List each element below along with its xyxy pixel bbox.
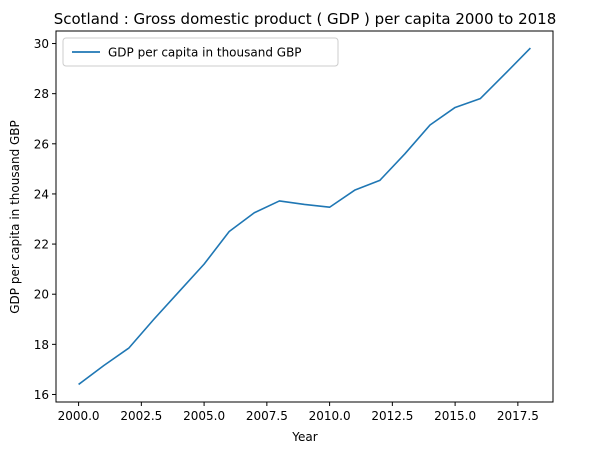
x-tick-label: 2017.5 xyxy=(497,409,539,423)
legend-label: GDP per capita in thousand GBP xyxy=(108,46,302,60)
plot-area: 2000.0 2002.5 2005.0 2007.5 2010.0 2012.5 2015… xyxy=(34,30,554,423)
y-tick-label: 16 xyxy=(34,388,49,402)
x-tick-label: 2002.5 xyxy=(120,409,162,423)
y-tick-label: 28 xyxy=(34,87,49,101)
x-axis: 2000.0 2002.5 2005.0 2007.5 2010.0 2012.5 2015… xyxy=(58,402,539,423)
x-tick-label: 2010.0 xyxy=(309,409,351,423)
y-tick-label: 22 xyxy=(34,238,49,252)
y-tick-label: 26 xyxy=(34,137,49,151)
x-tick-label: 2007.5 xyxy=(246,409,288,423)
legend: GDP per capita in thousand GBP xyxy=(62,37,339,67)
axes-frame xyxy=(55,30,554,403)
y-tick-label: 20 xyxy=(34,288,49,302)
x-tick-label: 2015.0 xyxy=(434,409,476,423)
y-tick-label: 18 xyxy=(34,338,49,352)
x-tick-label: 2012.5 xyxy=(371,409,413,423)
y-axis-label: GDP per capita in thousand GBP xyxy=(8,120,22,314)
y-axis: 16 18 20 22 24 26 28 30 xyxy=(34,37,56,402)
chart-title: Scotland : Gross domestic product ( GDP … xyxy=(54,10,557,28)
x-tick-label: 2005.0 xyxy=(183,409,225,423)
x-axis-label: Year xyxy=(291,430,317,444)
y-tick-label: 30 xyxy=(34,37,49,51)
legend-box xyxy=(62,37,339,67)
series-line xyxy=(78,47,531,386)
x-tick-label: 2000.0 xyxy=(58,409,100,423)
y-tick-label: 24 xyxy=(34,187,49,201)
